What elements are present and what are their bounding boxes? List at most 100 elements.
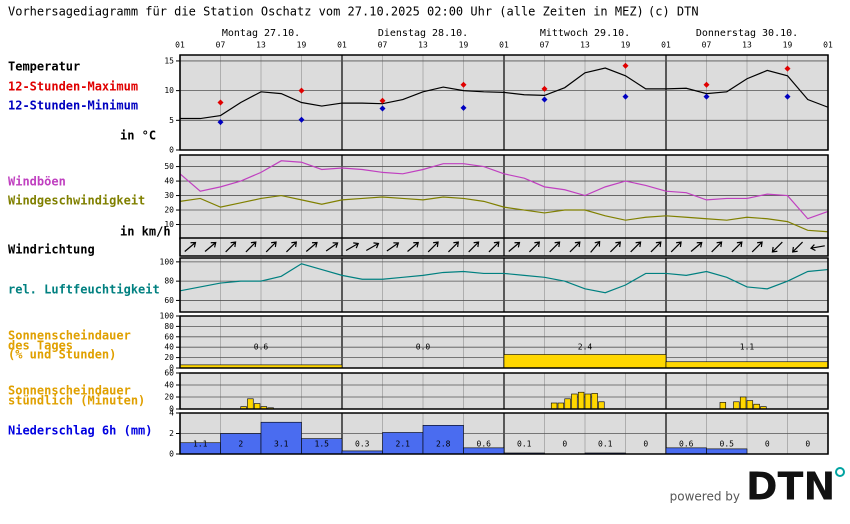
panel-frame bbox=[179, 237, 829, 257]
wind-arrow bbox=[286, 241, 298, 253]
bar bbox=[665, 361, 829, 369]
bar bbox=[247, 398, 254, 410]
sun-hours: 1.1 bbox=[740, 343, 755, 352]
wind-arrow bbox=[345, 242, 360, 252]
panel-label: (% und Stunden) bbox=[8, 348, 116, 362]
wind-arrow bbox=[771, 241, 783, 253]
bar bbox=[550, 402, 558, 410]
hour-label: 13 bbox=[742, 41, 752, 50]
hour-label: 19 bbox=[783, 41, 793, 50]
marker bbox=[703, 93, 710, 100]
bar-value: 0.5 bbox=[720, 440, 735, 449]
bar-value: 0 bbox=[765, 440, 770, 449]
wind-arrow bbox=[245, 241, 257, 253]
bar-value: 1.5 bbox=[315, 440, 330, 449]
marker bbox=[784, 65, 791, 72]
wind-arrow bbox=[366, 242, 380, 252]
unit-label: in km/h bbox=[120, 225, 171, 239]
bar bbox=[665, 447, 707, 455]
title: Vorhersagediagramm für die Station Oscha… bbox=[8, 5, 644, 19]
hour-label: 01 bbox=[499, 41, 509, 50]
y-tick-label: 50 bbox=[164, 162, 174, 171]
logo: DTN bbox=[746, 465, 835, 509]
panel-frame bbox=[179, 54, 829, 151]
day-label: Montag 27.10. bbox=[222, 28, 300, 39]
y-tick-label: 100 bbox=[160, 257, 175, 266]
wind-arrow bbox=[791, 241, 803, 253]
hour-label: 13 bbox=[256, 41, 266, 50]
wind-arrow bbox=[305, 241, 318, 252]
wind-arrow bbox=[549, 241, 561, 253]
y-tick-label: 60 bbox=[164, 296, 174, 305]
wind-arrow bbox=[670, 241, 682, 253]
panel-label: Windrichtung bbox=[8, 243, 95, 257]
arrow-shape bbox=[488, 241, 500, 253]
bar bbox=[733, 401, 740, 410]
bar bbox=[746, 400, 754, 410]
wind-arrow bbox=[265, 241, 277, 253]
bar bbox=[564, 398, 571, 410]
logo-dot bbox=[835, 467, 845, 477]
arrow-shape bbox=[508, 241, 521, 252]
panel-label: Niederschlag 6h (mm) bbox=[8, 424, 153, 438]
series-line bbox=[180, 67, 829, 120]
bar bbox=[598, 401, 605, 410]
bar bbox=[739, 396, 747, 410]
bar bbox=[557, 402, 565, 410]
bar-value: 0 bbox=[562, 440, 567, 449]
wind-arrow bbox=[386, 242, 400, 252]
panel-label: Sonnenscheindauer bbox=[8, 384, 131, 398]
sun-hours: 0.0 bbox=[416, 343, 431, 352]
bar-value: 0.6 bbox=[477, 440, 492, 449]
hour-label: 01 bbox=[175, 41, 185, 50]
wind-arrow bbox=[448, 241, 460, 253]
series-line bbox=[179, 263, 829, 294]
bar-value: 2 bbox=[238, 440, 243, 449]
arrow-shape bbox=[225, 241, 237, 253]
hour-label: 19 bbox=[621, 41, 631, 50]
panel-label: Windgeschwindigkeit bbox=[8, 194, 145, 208]
arrow-shape bbox=[751, 241, 763, 253]
y-tick-label: 40 bbox=[164, 381, 174, 390]
wind-arrow bbox=[468, 241, 480, 253]
y-tick-label: 5 bbox=[169, 116, 174, 125]
wind-arrow bbox=[488, 241, 500, 253]
arrow-shape bbox=[771, 241, 783, 253]
arrow-shape bbox=[245, 241, 257, 253]
arrow-shape bbox=[407, 241, 420, 252]
sun-hours: 0.6 bbox=[254, 343, 269, 352]
bar-value: 0 bbox=[805, 440, 810, 449]
arrow-shape bbox=[366, 242, 380, 252]
panel-label: rel. Luftfeuchtigkeit bbox=[8, 283, 160, 297]
arrow-shape bbox=[690, 241, 703, 252]
y-tick-label: 0 bbox=[169, 146, 174, 155]
y-tick-label: 0 bbox=[169, 405, 174, 414]
wind-arrow bbox=[590, 240, 601, 253]
bar bbox=[719, 402, 727, 410]
arrow-shape bbox=[650, 241, 662, 253]
arrow-shape bbox=[448, 241, 460, 253]
bar bbox=[584, 393, 592, 410]
y-tick-label: 80 bbox=[164, 277, 174, 286]
y-tick-label: 40 bbox=[164, 177, 174, 186]
arrow-shape bbox=[265, 241, 277, 253]
arrow-shape bbox=[305, 241, 318, 252]
unit-label: in °C bbox=[120, 129, 156, 143]
series-line bbox=[179, 194, 829, 233]
day-label: Mittwoch 29.10. bbox=[540, 28, 630, 39]
arrow-shape bbox=[630, 241, 642, 253]
marker bbox=[622, 93, 629, 100]
arrow-shape bbox=[184, 241, 197, 252]
hour-label: 07 bbox=[702, 41, 712, 50]
panel-label: des Tages bbox=[8, 339, 73, 353]
copyright: (c) DTN bbox=[648, 5, 699, 19]
arrow-shape bbox=[711, 241, 723, 253]
panel-frame bbox=[179, 372, 829, 410]
marker bbox=[217, 119, 224, 126]
powered-by: powered by bbox=[670, 490, 740, 504]
wind-arrow bbox=[630, 241, 642, 253]
bar bbox=[591, 393, 598, 410]
wind-arrow bbox=[731, 241, 743, 253]
y-tick-label: 20 bbox=[164, 206, 174, 215]
marker bbox=[460, 104, 467, 111]
